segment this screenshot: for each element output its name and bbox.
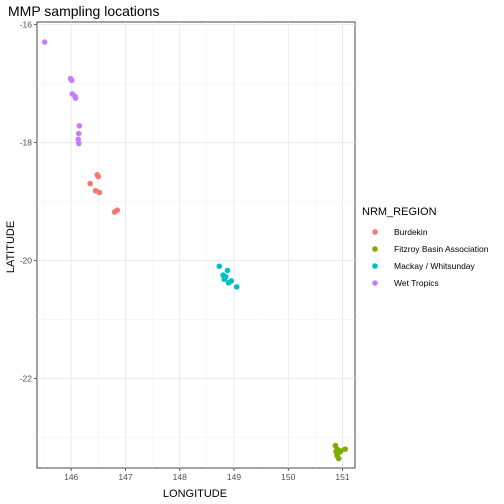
legend-key-mackay-whitsunday: [372, 263, 378, 269]
point-mackay-whitsunday: [224, 267, 231, 274]
point-fitzroy-basin-association: [333, 448, 339, 455]
point-fitzroy-basin-association: [342, 446, 349, 452]
legend-title: NRM_REGION: [362, 206, 437, 218]
point-wet-tropics: [75, 140, 82, 147]
x-axis: 146 147 148 149 150 151: [64, 468, 350, 482]
y-tick-label: -20: [20, 255, 33, 265]
plot-panel: [36, 21, 356, 469]
point-wet-tropics: [76, 123, 83, 129]
legend-key-burdekin: [372, 229, 378, 235]
point-wet-tropics: [68, 77, 75, 84]
y-tick-label: -16: [20, 19, 33, 29]
x-tick-label: 149: [227, 472, 241, 482]
data-points: [41, 39, 349, 462]
point-mackay-whitsunday: [223, 274, 229, 280]
legend-label-wet-tropics: Wet Tropics: [394, 278, 439, 288]
x-tick-label: 147: [118, 472, 132, 482]
point-burdekin: [87, 180, 93, 187]
point-wet-tropics: [75, 130, 82, 137]
y-tick-label: -22: [20, 373, 33, 383]
point-wet-tropics: [72, 95, 79, 101]
legend-key-fitzroy-basin-association: [372, 246, 378, 252]
legend-key-wet-tropics: [372, 280, 378, 286]
point-burdekin: [114, 207, 121, 213]
x-tick-label: 150: [281, 472, 295, 482]
legend: NRM_REGION Burdekin Fitzroy Basin Associa…: [362, 206, 489, 288]
y-axis: -16 -18 -20 -22: [20, 19, 37, 383]
point-mackay-whitsunday: [233, 284, 240, 290]
point-burdekin: [96, 189, 103, 196]
point-wet-tropics: [75, 136, 82, 143]
legend-label-fitzroy-basin-association: Fitzroy Basin Association: [394, 244, 489, 254]
legend-label-burdekin: Burdekin: [394, 227, 428, 237]
x-tick-label: 148: [173, 472, 187, 482]
point-mackay-whitsunday: [216, 263, 223, 270]
point-mackay-whitsunday: [228, 278, 235, 284]
x-tick-label: 146: [64, 472, 78, 482]
y-axis-title: LATITUDE: [5, 221, 17, 273]
point-burdekin: [95, 173, 102, 180]
point-fitzroy-basin-association: [335, 455, 342, 462]
x-axis-title: LONGITUDE: [163, 488, 227, 500]
chart-title: MMP sampling locations: [8, 3, 159, 19]
point-wet-tropics: [41, 39, 48, 45]
y-tick-label: -18: [20, 137, 33, 147]
x-tick-label: 151: [335, 472, 349, 482]
legend-label-mackay-whitsunday: Mackay / Whitsunday: [394, 261, 476, 271]
point-fitzroy-basin-association: [338, 448, 344, 454]
